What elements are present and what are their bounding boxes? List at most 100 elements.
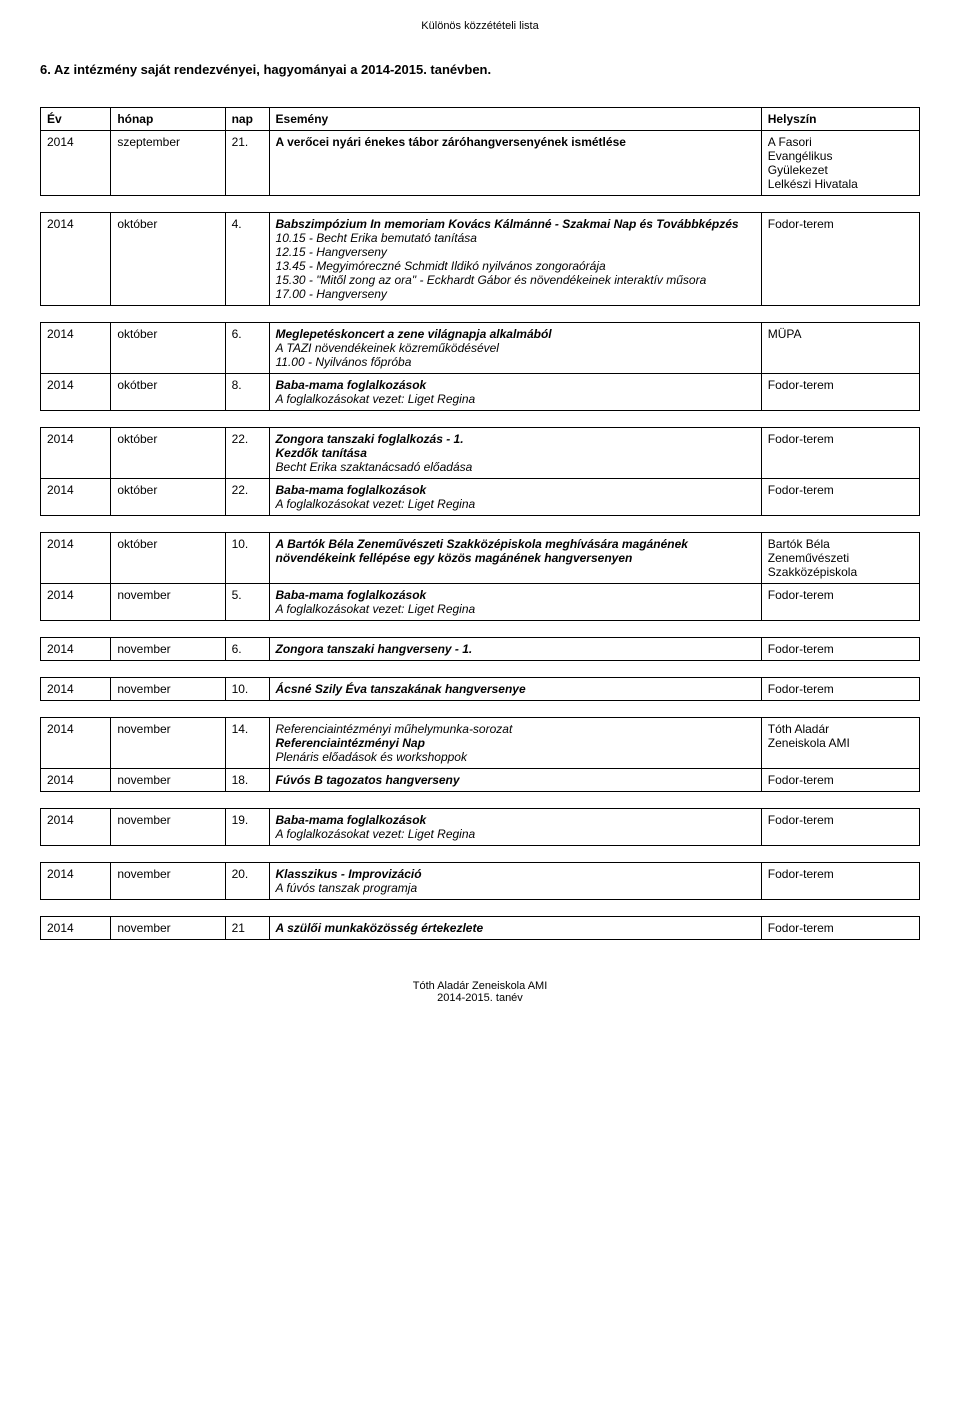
event-text: Meglepetéskoncert a zene világnapja alka… <box>276 327 755 341</box>
cell-day: 8. <box>225 374 269 411</box>
events-table: 2014november21A szülői munkaközösség ért… <box>40 916 920 940</box>
events-table: 2014november14.Referenciaintézményi műhe… <box>40 717 920 792</box>
col-header-event: Esemény <box>269 108 761 131</box>
cell-event: Klasszikus - ImprovizációA fúvós tanszak… <box>269 863 761 900</box>
table-row: 2014november14.Referenciaintézményi műhe… <box>41 718 920 769</box>
cell-day: 18. <box>225 769 269 792</box>
event-text: Plenáris előadások és workshoppok <box>276 750 755 764</box>
cell-event: Baba-mama foglalkozásokA foglalkozásokat… <box>269 479 761 516</box>
cell-month: november <box>111 863 225 900</box>
venue-text: MÜPA <box>768 327 913 341</box>
venue-text: A Fasori <box>768 135 913 149</box>
table-block: 2014november19.Baba-mama foglalkozásokA … <box>40 808 920 846</box>
page-header: Különös közzétételi lista <box>40 20 920 32</box>
cell-year: 2014 <box>41 769 111 792</box>
events-table: 2014október6. Meglepetéskoncert a zene vi… <box>40 322 920 411</box>
cell-year: 2014 <box>41 323 111 374</box>
event-text: Zongora tanszaki hangverseny - 1. <box>276 642 755 656</box>
events-table: 2014október22.Zongora tanszaki foglalkoz… <box>40 427 920 516</box>
venue-text: Evangélikus <box>768 149 913 163</box>
cell-year: 2014 <box>41 638 111 661</box>
event-text: Referenciaintézményi műhelymunka-sorozat <box>276 722 755 736</box>
event-text: A foglalkozásokat vezet: Liget Regina <box>276 392 755 406</box>
table-row: 2014szeptember21.A verőcei nyári énekes … <box>41 131 920 196</box>
event-text: A Bartók Béla Zeneművészeti Szakközépisk… <box>276 537 755 565</box>
venue-text: Lelkészi Hivatala <box>768 177 913 191</box>
events-table: 2014október4.Babszimpózium In memoriam K… <box>40 212 920 306</box>
event-text: A foglalkozásokat vezet: Liget Regina <box>276 602 755 616</box>
cell-venue: Fodor-terem <box>761 479 919 516</box>
cell-day: 21 <box>225 917 269 940</box>
table-row: 2014október10.A Bartók Béla Zeneművészet… <box>41 533 920 584</box>
venue-text: Fodor-terem <box>768 813 913 827</box>
venue-text: Gyülekezet <box>768 163 913 177</box>
cell-day: 20. <box>225 863 269 900</box>
table-row: 2014november10.Ácsné Szily Éva tanszakán… <box>41 678 920 701</box>
event-text: 11.00 - Nyilvános főpróba <box>276 355 755 369</box>
cell-year: 2014 <box>41 809 111 846</box>
venue-text: Fodor-terem <box>768 483 913 497</box>
cell-year: 2014 <box>41 213 111 306</box>
venue-text: Szakközépiskola <box>768 565 913 579</box>
events-table: 2014november10.Ácsné Szily Éva tanszakán… <box>40 677 920 701</box>
table-row: 2014október22.Baba-mama foglalkozásokA f… <box>41 479 920 516</box>
cell-day: 10. <box>225 533 269 584</box>
cell-month: november <box>111 769 225 792</box>
cell-venue: Fodor-terem <box>761 374 919 411</box>
venue-text: Fodor-terem <box>768 642 913 656</box>
cell-month: november <box>111 678 225 701</box>
cell-year: 2014 <box>41 718 111 769</box>
cell-month: november <box>111 809 225 846</box>
cell-day: 22. <box>225 479 269 516</box>
cell-event: A szülői munkaközösség értekezlete <box>269 917 761 940</box>
cell-event: Baba-mama foglalkozásokA foglalkozásokat… <box>269 374 761 411</box>
venue-text: Zeneművészeti <box>768 551 913 565</box>
cell-event: Baba-mama foglalkozásokA foglalkozásokat… <box>269 584 761 621</box>
cell-year: 2014 <box>41 428 111 479</box>
cell-day: 14. <box>225 718 269 769</box>
table-row: 2014november21A szülői munkaközösség ért… <box>41 917 920 940</box>
event-text: Baba-mama foglalkozások <box>276 483 755 497</box>
cell-month: október <box>111 533 225 584</box>
event-text: 10.15 - Becht Erika bemutató tanítása <box>276 231 755 245</box>
cell-event: Baba-mama foglalkozásokA foglalkozásokat… <box>269 809 761 846</box>
table-row: 2014november19.Baba-mama foglalkozásokA … <box>41 809 920 846</box>
cell-year: 2014 <box>41 678 111 701</box>
table-block: 2014október4.Babszimpózium In memoriam K… <box>40 212 920 306</box>
table-block: 2014november21A szülői munkaközösség ért… <box>40 916 920 940</box>
cell-venue: Fodor-terem <box>761 584 919 621</box>
cell-month: október <box>111 428 225 479</box>
event-text: Kezdők tanítása <box>276 446 755 460</box>
event-text: 13.45 - Megyimóreczné Schmidt Ildikó nyi… <box>276 259 755 273</box>
cell-event: A verőcei nyári énekes tábor záróhangver… <box>269 131 761 196</box>
cell-venue: Fodor-terem <box>761 678 919 701</box>
col-header-month: hónap <box>111 108 225 131</box>
events-table: 2014október10.A Bartók Béla Zeneművészet… <box>40 532 920 621</box>
cell-venue: Fodor-terem <box>761 917 919 940</box>
table-block: 2014október6. Meglepetéskoncert a zene vi… <box>40 322 920 411</box>
events-table: 2014november6.Zongora tanszaki hangverse… <box>40 637 920 661</box>
table-row: 2014október22.Zongora tanszaki foglalkoz… <box>41 428 920 479</box>
event-text: Babszimpózium In memoriam Kovács Kálmánn… <box>276 217 755 231</box>
cell-event: Zongora tanszaki hangverseny - 1. <box>269 638 761 661</box>
table-row: 2014okótber8.Baba-mama foglalkozásokA fo… <box>41 374 920 411</box>
cell-day: 6. <box>225 323 269 374</box>
venue-text: Fodor-terem <box>768 867 913 881</box>
cell-event: Referenciaintézményi műhelymunka-sorozat… <box>269 718 761 769</box>
cell-month: okótber <box>111 374 225 411</box>
cell-venue: Fodor-terem <box>761 638 919 661</box>
cell-month: október <box>111 479 225 516</box>
cell-event: Ácsné Szily Éva tanszakának hangversenye <box>269 678 761 701</box>
events-table: 2014november20.Klasszikus - Improvizáció… <box>40 862 920 900</box>
cell-day: 6. <box>225 638 269 661</box>
cell-year: 2014 <box>41 131 111 196</box>
cell-event: Fúvós B tagozatos hangverseny <box>269 769 761 792</box>
cell-month: október <box>111 323 225 374</box>
event-text: Baba-mama foglalkozások <box>276 588 755 602</box>
venue-text: Tóth Aladár <box>768 722 913 736</box>
table-block: 2014november14.Referenciaintézményi műhe… <box>40 717 920 792</box>
events-table: ÉvhónapnapEseményHelyszín2014szeptember2… <box>40 107 920 196</box>
cell-event: Meglepetéskoncert a zene világnapja alka… <box>269 323 761 374</box>
cell-year: 2014 <box>41 917 111 940</box>
event-text: A foglalkozásokat vezet: Liget Regina <box>276 827 755 841</box>
